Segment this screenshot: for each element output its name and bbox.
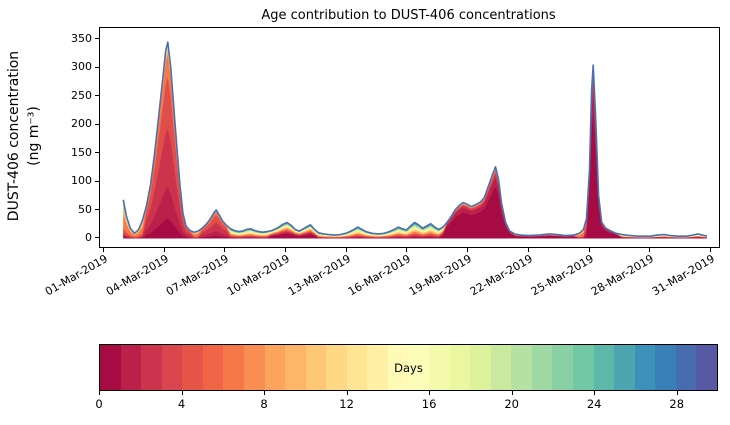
colorbar-cell [367, 345, 388, 390]
y-tick-label: 300 [71, 60, 92, 74]
colorbar-tick-label: 8 [260, 397, 268, 411]
y-tick-mark [95, 152, 99, 154]
colorbar-cell [243, 345, 265, 390]
x-tick-mark [345, 248, 347, 252]
colorbar-cell [161, 345, 183, 390]
colorbar-cell [141, 345, 162, 390]
y-axis-label-line1: DUST-406 concentration [5, 50, 22, 222]
x-tick-mark [527, 248, 529, 252]
colorbar-cell [614, 345, 635, 390]
colorbar-cell [593, 345, 615, 390]
y-axis-label-line2: (ng m⁻³) [26, 106, 42, 166]
age-band-area [123, 48, 707, 239]
x-tick-mark [709, 248, 711, 252]
colorbar-cell [696, 345, 717, 390]
colorbar-tick-label: 0 [95, 397, 103, 411]
y-tick-label: 350 [71, 31, 92, 45]
x-tick-mark [467, 248, 469, 252]
colorbar-cell [100, 345, 121, 390]
y-tick-label: 100 [71, 174, 92, 188]
x-tick-mark [103, 248, 105, 252]
colorbar-cell [264, 345, 286, 390]
colorbar-cell [182, 345, 203, 390]
colorbar: Days [99, 344, 718, 391]
colorbar-cell [675, 345, 697, 390]
colorbar-cell [655, 345, 676, 390]
colorbar-cell [511, 345, 532, 390]
colorbar-tick-label: 12 [339, 397, 354, 411]
colorbar-cell [552, 345, 573, 390]
x-tick-mark [588, 248, 590, 252]
colorbar-cell [470, 345, 491, 390]
x-tick-mark [406, 248, 408, 252]
y-tick-label: 0 [85, 230, 92, 244]
y-tick-mark [95, 38, 99, 40]
y-tick-mark [95, 123, 99, 125]
colorbar-cell [634, 345, 656, 390]
y-axis-label: DUST-406 concentration (ng m⁻³) [2, 0, 46, 276]
colorbar-tick-label: 20 [504, 397, 519, 411]
y-tick-label: 150 [71, 145, 92, 159]
stacked-area-chart [122, 41, 708, 239]
colorbar-tick-mark [429, 391, 431, 395]
colorbar-tick-mark [511, 391, 513, 395]
plot-area [99, 27, 720, 248]
total-concentration-line [122, 41, 708, 237]
colorbar-cell [346, 345, 368, 390]
age-band-area [123, 44, 707, 239]
x-tick-mark [224, 248, 226, 252]
figure-title: Age contribution to DUST-406 concentrati… [261, 8, 556, 23]
colorbar-cell [120, 345, 142, 390]
y-tick-mark [95, 95, 99, 97]
colorbar-cell [490, 345, 512, 390]
colorbar-tick-mark [594, 391, 596, 395]
age-band-area [123, 82, 707, 239]
age-band-area [123, 43, 707, 239]
colorbar-cell [285, 345, 306, 390]
y-tick-mark [95, 237, 99, 239]
age-band-area [123, 75, 707, 239]
age-band-area [123, 91, 707, 239]
colorbar-tick-mark [181, 391, 183, 395]
x-tick-mark [649, 248, 651, 252]
colorbar-tick-mark [346, 391, 348, 395]
colorbar-tick-mark [676, 391, 678, 395]
colorbar-tick-label: 24 [586, 397, 602, 411]
y-tick-mark [95, 66, 99, 68]
age-band-area [123, 54, 707, 239]
y-tick-mark [95, 180, 99, 182]
colorbar-cell [408, 345, 429, 390]
colorbar-cell [531, 345, 553, 390]
x-tick-mark [285, 248, 287, 252]
colorbar-tick-label: 4 [177, 397, 186, 411]
colorbar-tick-mark [264, 391, 266, 395]
age-band-area [123, 46, 707, 239]
age-band-area [123, 113, 707, 239]
y-tick-label: 200 [71, 117, 92, 131]
colorbar-tick-mark [99, 391, 100, 395]
y-tick-mark [95, 209, 99, 211]
y-tick-label: 50 [78, 202, 92, 216]
colorbar-cell [326, 345, 347, 390]
y-tick-label: 250 [71, 88, 92, 102]
colorbar-cell [305, 345, 327, 390]
colorbar-cell [572, 345, 594, 390]
colorbar-cell [387, 345, 409, 390]
colorbar-cell [223, 345, 244, 390]
colorbar-tick-label: 28 [669, 397, 685, 411]
colorbar-cell [449, 345, 471, 390]
colorbar-cell [202, 345, 224, 390]
age-band-area [123, 42, 707, 239]
colorbar-cell [429, 345, 450, 390]
x-tick-mark [163, 248, 165, 252]
colorbar-tick-label: 16 [421, 397, 437, 411]
